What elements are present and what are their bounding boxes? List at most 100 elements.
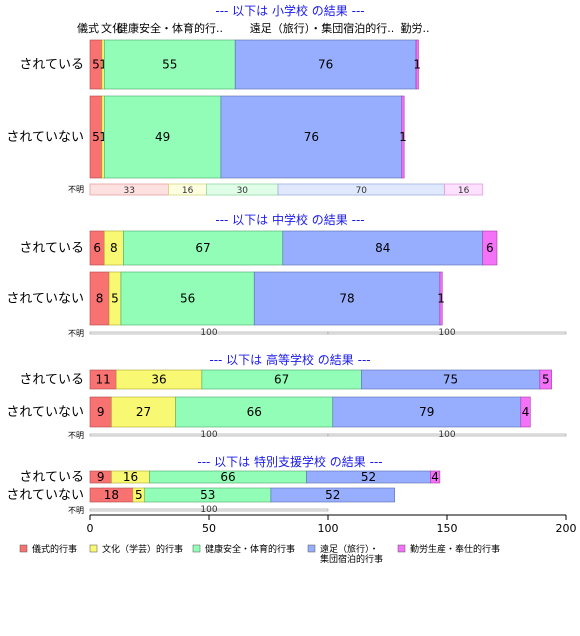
bar-value-label: 49 — [155, 130, 170, 144]
panel-title-3: --- 以下は 特別支援学校 の結果 --- — [197, 454, 382, 469]
bar-value-label: 27 — [136, 405, 151, 419]
bar-segment-labor — [482, 230, 498, 266]
unknown-row-label-0: 不明 — [68, 185, 84, 194]
x-tick-label: 50 — [202, 522, 216, 535]
bar-value-label: 5 — [135, 488, 143, 502]
bar-value-label: 53 — [200, 488, 215, 502]
bar-value-label: 16 — [123, 470, 138, 484]
bar-value-label: 5 — [92, 130, 100, 144]
bar-value-label: 9 — [97, 405, 105, 419]
bar-value-label: 76 — [318, 58, 333, 72]
bar-value-label: 1 — [399, 130, 407, 144]
bar-value-label: 5 — [111, 292, 119, 306]
row-label-0-0: されている — [19, 58, 84, 73]
legend-label-ceremonial: 儀式的行事 — [32, 543, 77, 555]
bar-value-label: 5 — [542, 373, 550, 387]
bar-value-label: 1 — [99, 130, 107, 144]
bar-value-label: 1 — [99, 58, 107, 72]
bar-segment-excursion — [253, 271, 441, 326]
unknown-value-label: 16 — [458, 186, 470, 196]
bar-value-label: 52 — [361, 470, 376, 484]
row-label-1-1: されていない — [6, 292, 84, 307]
x-tick-label: 200 — [556, 522, 577, 535]
row-label-3-0: されている — [19, 470, 84, 485]
legend-label-safety: 健康安全・体育的行事 — [205, 543, 295, 555]
bar-value-label: 1 — [413, 58, 421, 72]
unknown-value-label: 30 — [237, 186, 249, 196]
bar-segment-excursion — [234, 39, 417, 90]
legend-swatch-excursion — [307, 544, 316, 553]
bar-segment-excursion — [270, 487, 395, 503]
bar-segment-safety — [120, 271, 255, 326]
bar-value-label: 1 — [437, 292, 445, 306]
legend-label-excursion: 遠足（旅行）・ — [320, 543, 379, 555]
bar-value-label: 11 — [95, 373, 110, 387]
bar-segment-labor — [520, 396, 531, 428]
unknown-row-label-1: 不明 — [68, 329, 84, 338]
panel-title-0: --- 以下は 小学校 の結果 --- — [215, 3, 364, 18]
bar-value-label: 8 — [110, 241, 118, 255]
bar-value-label: 67 — [195, 241, 210, 255]
row-label-2-1: されていない — [6, 405, 84, 420]
bar-segment-labor — [539, 369, 553, 390]
header-label-1: 文化 — [101, 21, 123, 35]
unknown-segment — [327, 331, 567, 335]
legend-swatch-culture — [89, 544, 98, 553]
bar-segment-labor — [430, 470, 441, 484]
bar-value-label: 8 — [96, 292, 104, 306]
bar-segment-safety — [103, 39, 236, 90]
bar-segment-labor — [401, 95, 405, 179]
x-tick-label: 150 — [437, 522, 458, 535]
unknown-segment — [444, 183, 484, 196]
bar-value-label: 84 — [375, 241, 390, 255]
row-label-2-0: されている — [19, 373, 84, 388]
legend-swatch-safety — [192, 544, 201, 553]
bar-value-label: 76 — [304, 130, 319, 144]
row-label-1-0: されている — [19, 241, 84, 256]
bar-value-label: 36 — [151, 373, 166, 387]
row-label-0-1: されていない — [6, 130, 84, 145]
bar-segment-excursion — [332, 396, 522, 428]
bar-value-label: 5 — [92, 58, 100, 72]
header-label-0: 儀式 — [77, 21, 99, 35]
row-label-3-1: されていない — [6, 488, 84, 503]
bar-value-label: 55 — [162, 58, 177, 72]
bar-segment-labor — [415, 39, 419, 90]
bar-segment-safety — [175, 396, 334, 428]
unknown-value-label: 16 — [182, 186, 194, 196]
unknown-segment — [89, 508, 329, 512]
bar-value-label: 66 — [247, 405, 262, 419]
unknown-value-label: 100 — [200, 505, 217, 515]
unknown-value-label: 33 — [124, 186, 135, 196]
bar-value-label: 66 — [220, 470, 235, 484]
unknown-value-label: 100 — [438, 430, 455, 440]
header-label-4: 勤労.. — [401, 21, 430, 35]
legend-label-culture: 文化（学芸）的行事 — [102, 543, 183, 555]
bar-segment-excursion — [220, 95, 403, 179]
unknown-value-label: 100 — [200, 430, 217, 440]
header-label-2: 健康安全・体育的行.. — [117, 21, 223, 35]
bar-segment-safety — [103, 95, 222, 179]
bar-segment-excursion — [282, 230, 483, 266]
bar-value-label: 75 — [443, 373, 458, 387]
unknown-row-label-3: 不明 — [68, 506, 84, 515]
legend-swatch-labor — [397, 544, 406, 553]
panel-title-1: --- 以下は 中学校 の結果 --- — [215, 212, 364, 227]
legend-label-labor: 勤労生産・奉仕的行事 — [410, 543, 500, 555]
x-tick-label: 0 — [87, 522, 94, 535]
bar-value-label: 78 — [339, 292, 354, 306]
x-tick-label: 100 — [318, 522, 339, 535]
legend-swatch-ceremonial — [19, 544, 28, 553]
legend-label-excursion: 集団宿泊的行事 — [320, 553, 383, 565]
unknown-segment — [327, 433, 567, 437]
bar-value-label: 18 — [104, 488, 119, 502]
bar-value-label: 9 — [97, 470, 105, 484]
unknown-value-label: 100 — [200, 328, 217, 338]
bar-value-label: 79 — [419, 405, 434, 419]
bar-value-label: 6 — [486, 241, 494, 255]
unknown-value-label: 70 — [356, 186, 368, 196]
header-label-3: 遠足（旅行）・集団宿泊的行.. — [250, 21, 395, 35]
panel-title-2: --- 以下は 高等学校 の結果 --- — [209, 352, 370, 367]
bar-segment-labor — [439, 271, 443, 326]
